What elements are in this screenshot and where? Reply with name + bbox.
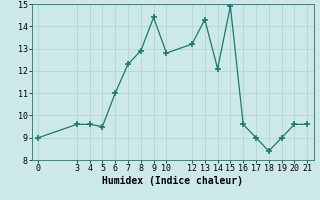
X-axis label: Humidex (Indice chaleur): Humidex (Indice chaleur) — [102, 176, 243, 186]
